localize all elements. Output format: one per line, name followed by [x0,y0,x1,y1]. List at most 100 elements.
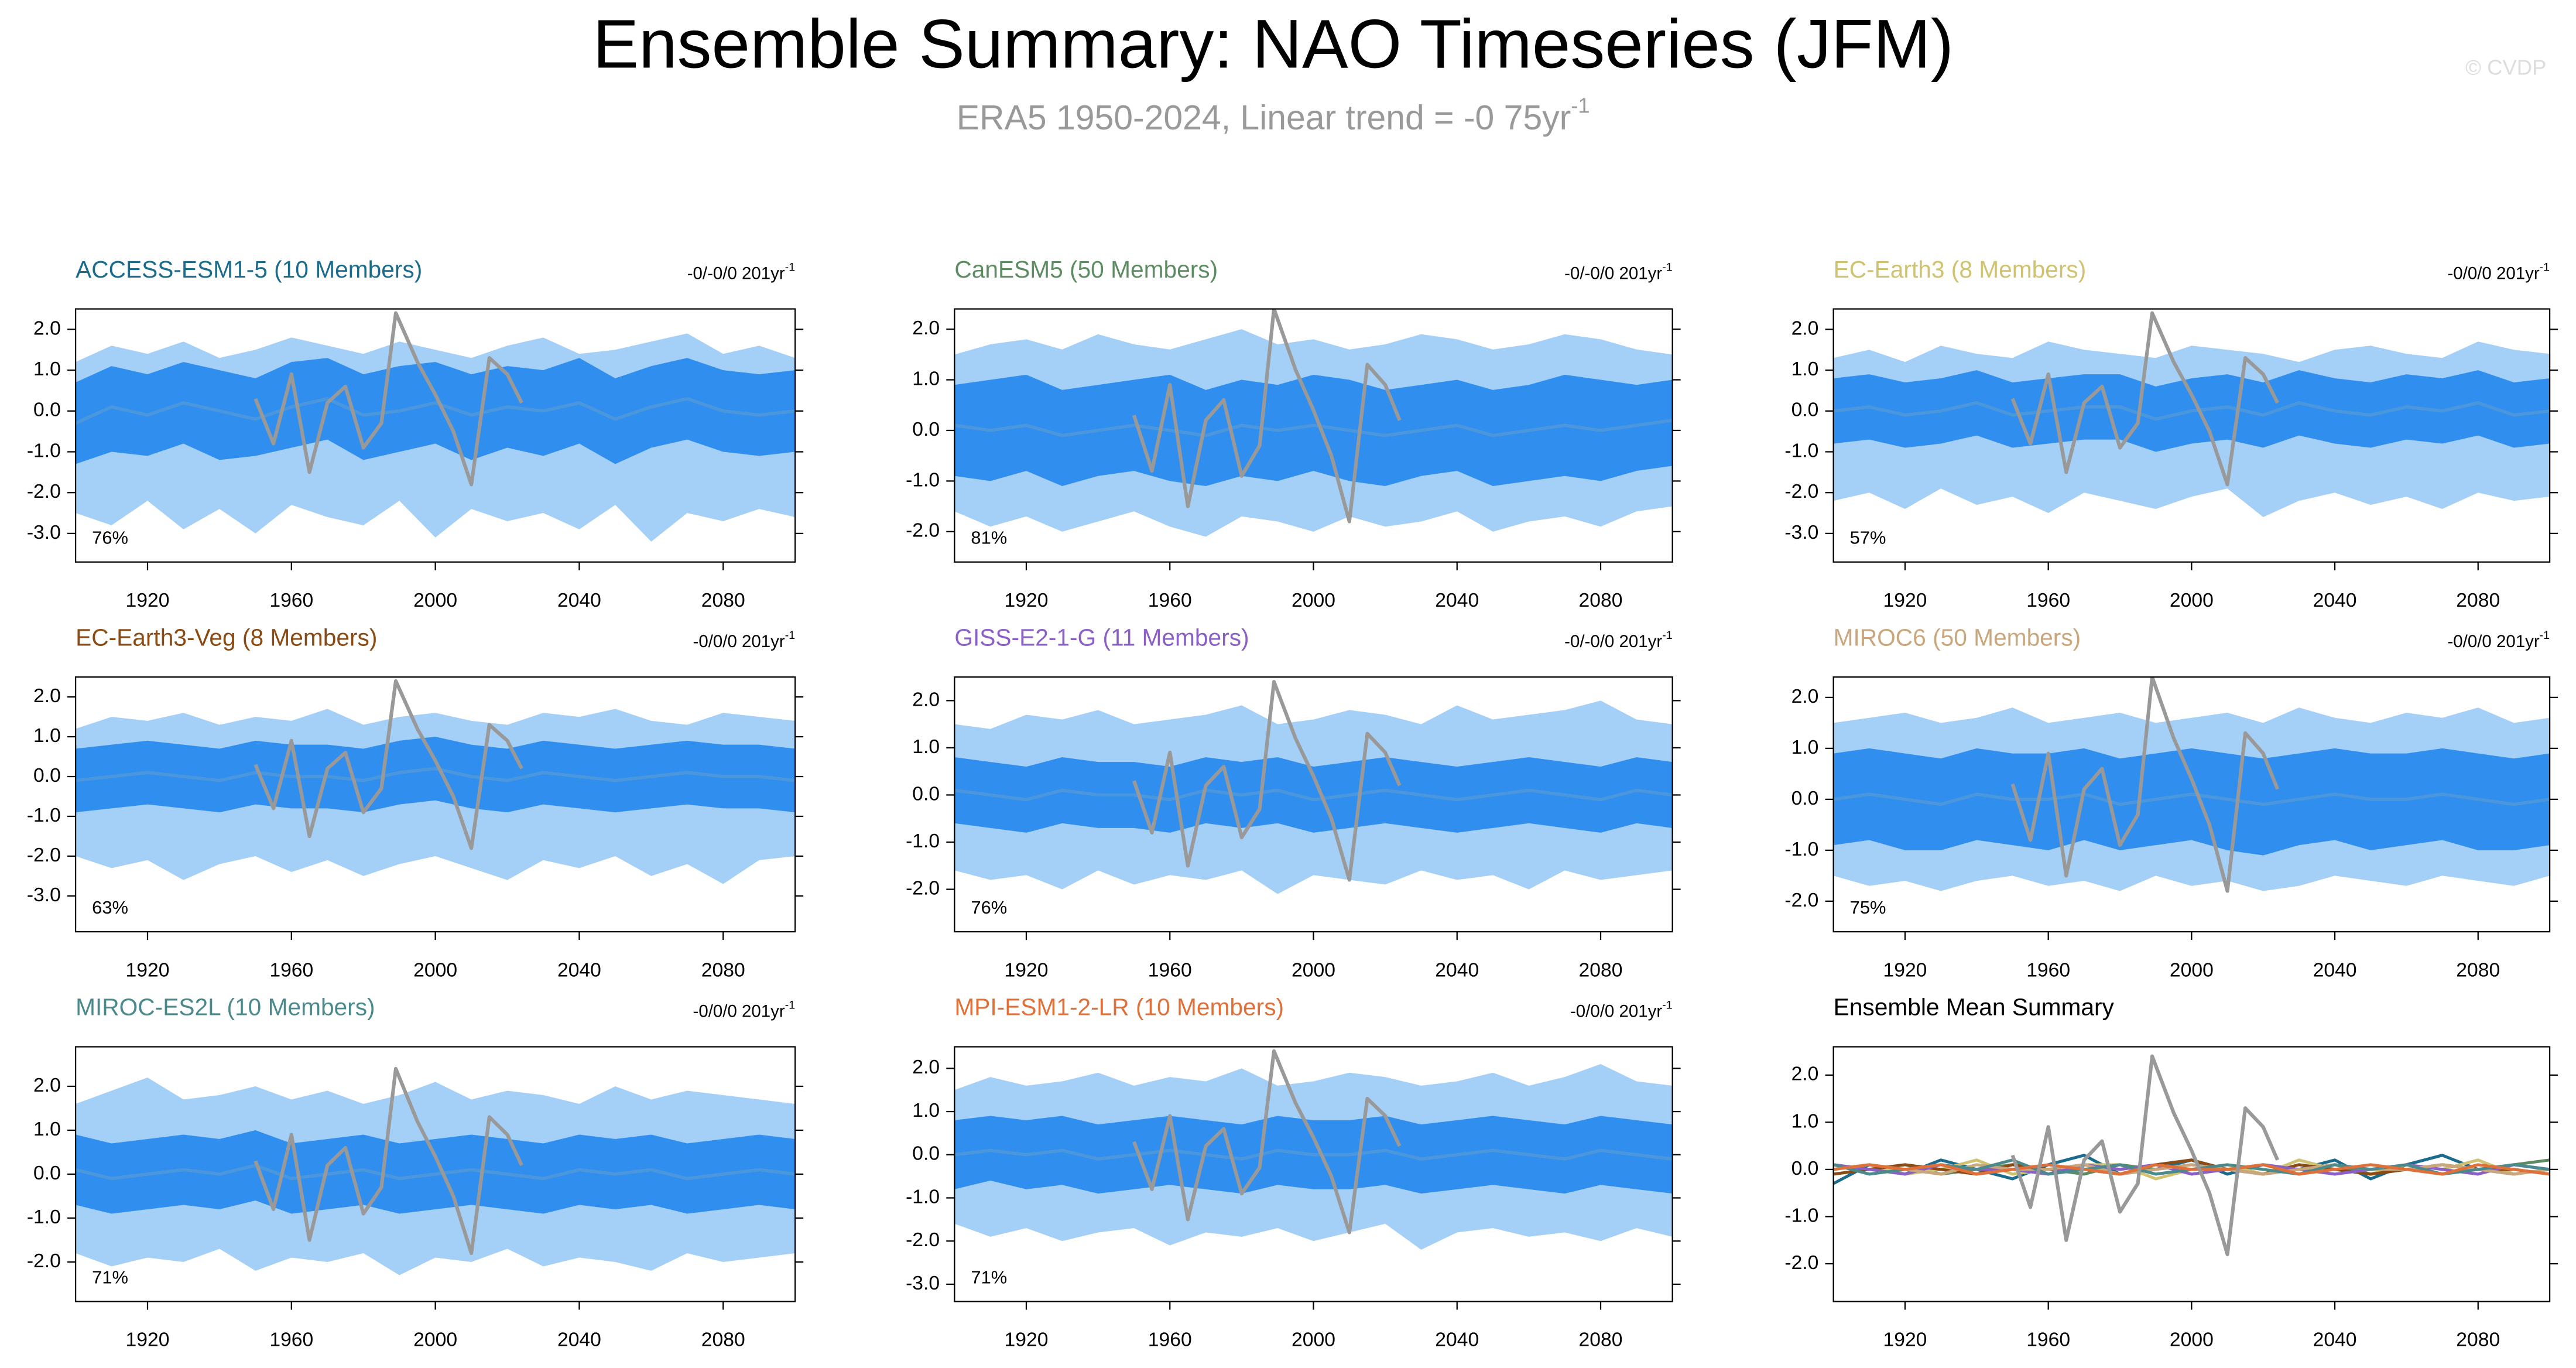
y-tick-label: 1.0 [1791,1110,1819,1132]
plot-area [954,309,1673,537]
y-tick-label: 2.0 [1791,1063,1819,1085]
y-tick-label: 2.0 [33,1075,61,1096]
x-tick-label: 2080 [701,959,745,981]
trend-label: -0/-0/0 201yr-1 [1564,629,1672,651]
model-mean-line [1833,1158,2550,1176]
plot-area [76,1066,796,1275]
panel: 2.0 1.0 0.0 -1.0 -2.0 -3.0 1920 1960 2000 2040 208… [27,624,804,981]
x-tick-label: 1960 [2026,590,2070,611]
trend-label: -0/0/0 201yr-1 [2447,629,2550,651]
agreement-label: 76% [92,528,128,548]
x-tick-label: 1960 [1148,590,1192,611]
observed-line [2010,311,2279,487]
y-tick-label: 2.0 [912,1056,940,1078]
x-tick-label: 2000 [1292,1329,1335,1351]
inner-band [1833,748,2550,856]
x-tick-label: 2080 [2456,1329,2500,1351]
ensemble-mean-line [954,788,1673,802]
trend-superscript: -1 [785,629,795,642]
x-tick-label: 2040 [1435,590,1479,611]
x-tick-label: 2080 [1579,959,1623,981]
y-tick-label: -3.0 [1784,522,1818,543]
inner-band [954,374,1673,487]
x-tick-label: 1920 [1005,959,1049,981]
y-tick-label: 1.0 [1791,358,1819,380]
watermark: © CVDP [2465,55,2546,79]
trend-text: -0/0/0 201yr [693,632,785,651]
agreement-label: 71% [971,1267,1007,1287]
x-tick-label: 1920 [1883,590,1927,611]
trend-superscript: -1 [2540,629,2550,642]
y-tick-label: 0.0 [912,1143,940,1165]
x-tick-label: 1960 [2026,959,2070,981]
x-tick-label: 2080 [701,1329,745,1351]
y-tick-label: 0.0 [912,419,940,440]
x-tick-label: 2000 [2170,590,2214,611]
subtitle-superscript: -1 [1571,93,1590,117]
agreement-label: 71% [92,1267,128,1287]
y-tick-label: 1.0 [33,725,61,747]
x-tick-label: 2080 [1579,1329,1623,1351]
trend-text: -0/0/0 201yr [2447,632,2539,651]
trend-superscript: -1 [2540,261,2550,274]
x-tick-label: 1960 [1148,959,1192,981]
y-tick-label: -1.0 [1784,440,1818,461]
x-tick-label: 1960 [269,1329,313,1351]
y-tick-label: -1.0 [1784,839,1818,860]
agreement-label: 57% [1850,528,1886,548]
y-tick-label: -2.0 [906,520,940,542]
observed-line [1132,680,1402,882]
trend-superscript: -1 [785,261,795,274]
inner-band [76,1130,796,1214]
plot-area [76,679,796,884]
x-tick-label: 1960 [1148,1329,1192,1351]
x-tick-label: 2040 [2313,590,2357,611]
panel: 2.0 1.0 0.0 -1.0 -2.0 1920 1960 2000 2040 2080 Can… [906,256,1681,611]
panel-title: EC-Earth3-Veg (8 Members) [76,624,377,651]
figure-title: Ensemble Summary: NAO Timeseries (JFM) [592,5,1954,82]
y-tick-label: -2.0 [27,1250,61,1272]
inner-band [76,737,796,813]
panel-title: GISS-E2-1-G (11 Members) [954,624,1249,651]
x-tick-label: 2080 [701,590,745,611]
x-tick-label: 1960 [2026,1329,2070,1351]
x-tick-label: 2040 [557,959,601,981]
y-tick-label: 2.0 [33,317,61,339]
trend-label: -0/-0/0 201yr-1 [687,261,795,283]
panel-title: MPI-ESM1-2-LR (10 Members) [954,994,1284,1021]
y-tick-label: 2.0 [1791,686,1819,707]
x-tick-label: 1920 [126,959,170,981]
x-tick-label: 2000 [2170,1329,2214,1351]
trend-superscript: -1 [1662,629,1672,642]
x-tick-label: 2000 [413,1329,457,1351]
x-tick-label: 2000 [1292,959,1335,981]
y-tick-label: 1.0 [912,736,940,758]
x-tick-label: 2040 [1435,959,1479,981]
panel: 2.0 1.0 0.0 -1.0 -2.0 -3.0 1920 1960 2000 2040 208… [27,256,804,611]
x-tick-label: 1920 [1883,959,1927,981]
y-tick-label: 2.0 [1791,317,1819,339]
ensemble-mean-line [1833,401,2550,421]
y-tick-label: -1.0 [906,469,940,491]
x-tick-label: 2000 [2170,959,2214,981]
panel: 2.0 1.0 0.0 -1.0 -2.0 -3.0 1920 1960 2000 2040 208… [1784,256,2558,611]
panel-title: EC-Earth3 (8 Members) [1834,256,2087,283]
observed-line [254,311,523,487]
x-tick-label: 1920 [1883,1329,1927,1351]
y-tick-label: 0.0 [1791,1158,1819,1179]
trend-text: -0/0/0 201yr [693,1001,785,1021]
y-tick-label: -2.0 [1784,481,1818,502]
y-tick-label: 1.0 [912,1100,940,1121]
figure-subtitle: ERA5 1950-2024, Linear trend = -0 75yr-1 [957,93,1590,136]
model-mean-line [1833,1158,2550,1176]
plot-area [954,1049,1673,1250]
trend-superscript: -1 [785,999,795,1012]
y-tick-label: -1.0 [906,1186,940,1208]
plot-area [1833,677,2550,893]
plot-area [76,311,796,542]
model-mean-line [1833,1163,2550,1176]
y-tick-label: 0.0 [912,783,940,805]
trend-label: -0/0/0 201yr-1 [693,629,796,651]
y-tick-label: -1.0 [27,1206,61,1228]
y-tick-label: 1.0 [33,1119,61,1140]
